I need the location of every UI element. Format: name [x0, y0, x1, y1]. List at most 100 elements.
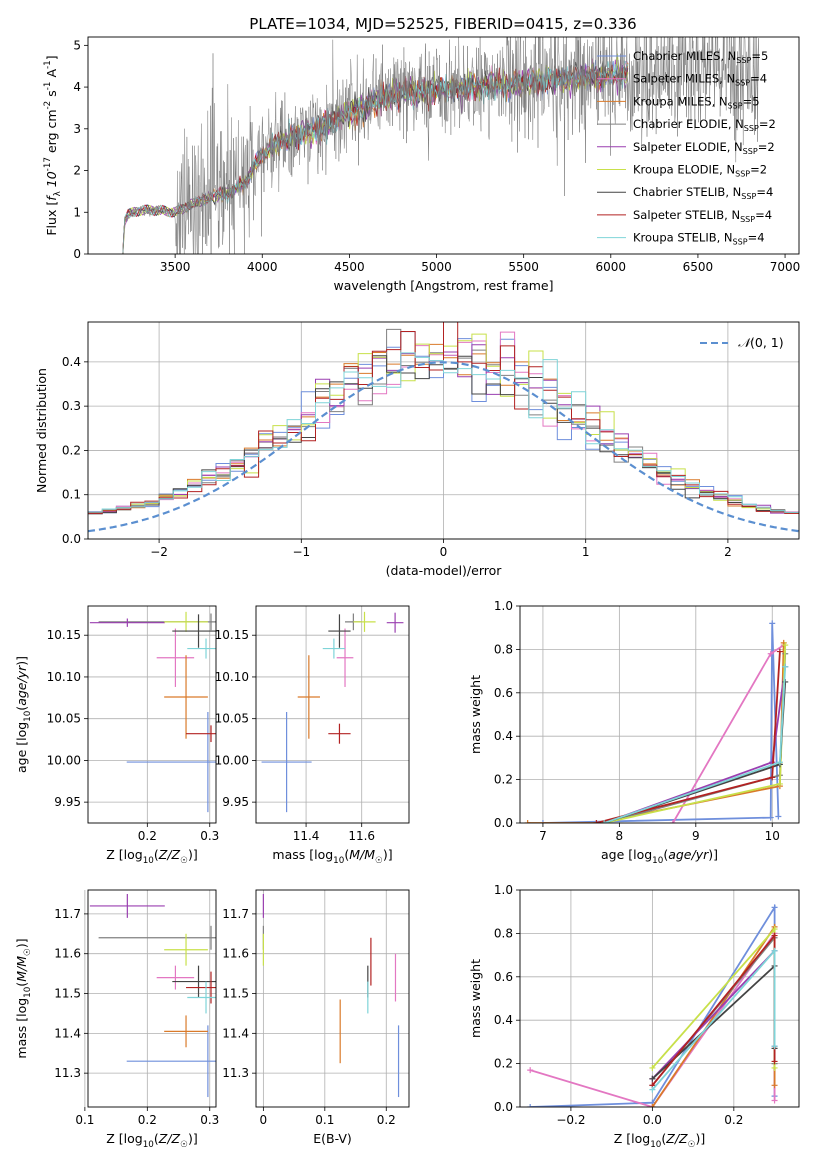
error-bar-point [98, 613, 216, 631]
y-axis-label: Flux [fλ​ 10-17​ erg cm-2​ s-1​ A-1​] [43, 55, 63, 235]
y-tick-label: 9.95 [222, 795, 249, 809]
mass-weight-line [603, 666, 787, 823]
mass_vs_Z-plot-area [89, 893, 216, 1098]
x-tick-label: 7000 [770, 260, 801, 274]
error-bar-point [126, 1025, 216, 1098]
error-bar-point [336, 628, 354, 687]
y-tick-label: 11.3 [222, 1066, 249, 1080]
mass_vs_ebv-plot-area [262, 893, 400, 1098]
y-tick-label: 11.7 [54, 907, 81, 921]
spectrum-axes: 3500 4000 4500 5000 5500 6000 6500 7000 0 1 2 3 4 5 wa… [43, 36, 801, 293]
x-tick-label: 10 [765, 829, 780, 843]
x-tick-label: −0.2 [556, 1113, 585, 1127]
residuals-legend: 𝒩(0, 1) [700, 335, 784, 350]
legend-label: Salpeter ELODIE, NSSP=2 [633, 140, 775, 156]
axes-frame [519, 605, 800, 824]
axes-frame [87, 605, 217, 824]
x-tick-label: 2 [724, 545, 732, 559]
x-axis-label: E(B-V) [313, 1131, 352, 1146]
figure-title: PLATE=1034, MJD=52525, FIBERID=0415, z=0… [249, 15, 636, 33]
x-axis-label: wavelength [Angstrom, rest frame] [333, 278, 553, 293]
x-tick-label: 4500 [334, 260, 365, 274]
axes-frame [519, 889, 800, 1108]
x-tick-label: 0.1 [75, 1113, 94, 1127]
error-bar-point [187, 638, 216, 659]
legend-label: Kroupa ELODIE, NSSP=2 [633, 163, 767, 179]
x-tick-label: 7 [539, 829, 547, 843]
y-tick-label: 1 [73, 205, 81, 219]
mass-weight-point [782, 642, 789, 649]
mass-weight-point [524, 820, 531, 823]
residuals-plot-area [88, 322, 799, 539]
y-tick-label: 0.8 [494, 642, 513, 656]
x-tick-label: 0.3 [200, 829, 219, 843]
y-tick-label: 0.3 [62, 399, 81, 413]
y-tick-label: 0.2 [494, 1057, 513, 1071]
error-bar-point [261, 711, 312, 813]
error-bar-point [328, 614, 351, 648]
x-tick-label: 4000 [247, 260, 278, 274]
error-bar-point [164, 655, 208, 739]
x-tick-label: 1 [582, 545, 590, 559]
legend-label: Salpeter STELIB, NSSP=4 [633, 208, 772, 224]
mass-weight-line [651, 923, 776, 1107]
mass-weight-line [527, 642, 785, 823]
axes-frame [87, 889, 217, 1108]
error-bar-point [328, 723, 351, 744]
x-tick-label: 6000 [596, 260, 627, 274]
legend-label: Salpeter MILES, NSSP=4 [633, 72, 767, 88]
y-tick-label: 0.0 [494, 816, 513, 830]
age_vs_Z-axes: 0.2 0.3 9.95 10.00 10.05 10.10 10.15 Z [log10​(… [14, 605, 219, 866]
x-tick-label: −1 [292, 545, 310, 559]
y-tick-label: 10.10 [215, 670, 249, 684]
y-tick-label: 0.0 [62, 532, 81, 546]
y-tick-label: 10.05 [215, 712, 249, 726]
x-axis-label: Z [log10​(Z/Z☉​)] [106, 1131, 197, 1150]
y-tick-label: 11.4 [54, 1026, 81, 1040]
mass-weight-point [776, 648, 783, 655]
error-bar-point [386, 612, 404, 633]
mass-weight-line [651, 933, 776, 1086]
massweight_vs_Z-plot-area [527, 904, 778, 1107]
mass_vs_Z-axes: 0.1 0.2 0.3 11.3 11.4 11.5 11.6 11.7 Z [log10​(Z… [14, 889, 219, 1150]
y-tick-label: 9.95 [54, 795, 81, 809]
axes-frame [87, 321, 800, 540]
x-tick-label: 0.2 [724, 1113, 743, 1127]
mass_vs_ebv-axes: 0 0.1 0.2 11.3 11.4 11.5 11.6 11.7 E(B-V) [222, 889, 410, 1146]
error-bar-point [164, 611, 208, 632]
mass-weight-point [601, 820, 608, 823]
mass-weight-line [651, 948, 776, 1080]
legend-label: Chabrier MILES, NSSP=5 [633, 49, 768, 65]
x-tick-label: 0.2 [138, 829, 157, 843]
y-tick-label: 0.8 [494, 926, 513, 940]
x-tick-label: 0.0 [643, 1113, 662, 1127]
error-bar-point [89, 893, 165, 918]
legend-label: Chabrier STELIB, NSSP=4 [633, 185, 773, 201]
error-bar-point [353, 611, 376, 632]
error-bar-point [156, 628, 195, 687]
y-axis-label: mass weight [468, 675, 483, 754]
age_vs_mass-plot-area [261, 611, 404, 813]
error-bar-point [164, 1015, 208, 1048]
x-axis-label: Z [log10​(Z/Z☉​)] [106, 847, 197, 866]
mass-weight-point [767, 814, 774, 821]
x-tick-label: 0 [260, 1113, 268, 1127]
error-bar-point [172, 614, 216, 648]
mass-weight-line [603, 681, 787, 823]
y-tick-label: 1.0 [494, 883, 513, 897]
error-bar-point [164, 933, 208, 966]
mass-weight-point [776, 759, 783, 766]
x-axis-label: Z [log10​(Z/Z☉​)] [614, 1131, 705, 1150]
x-tick-label: 0 [440, 545, 448, 559]
mass-weight-line [651, 926, 776, 1069]
mass-weight-point [771, 1097, 778, 1104]
error-bar-point [89, 618, 165, 627]
mass-weight-point [771, 1064, 778, 1071]
mass-weight-point [767, 650, 774, 657]
y-tick-label: 10.00 [215, 753, 249, 767]
mass-weight-point [593, 820, 600, 823]
y-tick-label: 0.4 [494, 729, 513, 743]
mass-weight-point [649, 1075, 656, 1082]
y-tick-label: 11.5 [222, 987, 249, 1001]
y-tick-label: 10.00 [47, 753, 81, 767]
